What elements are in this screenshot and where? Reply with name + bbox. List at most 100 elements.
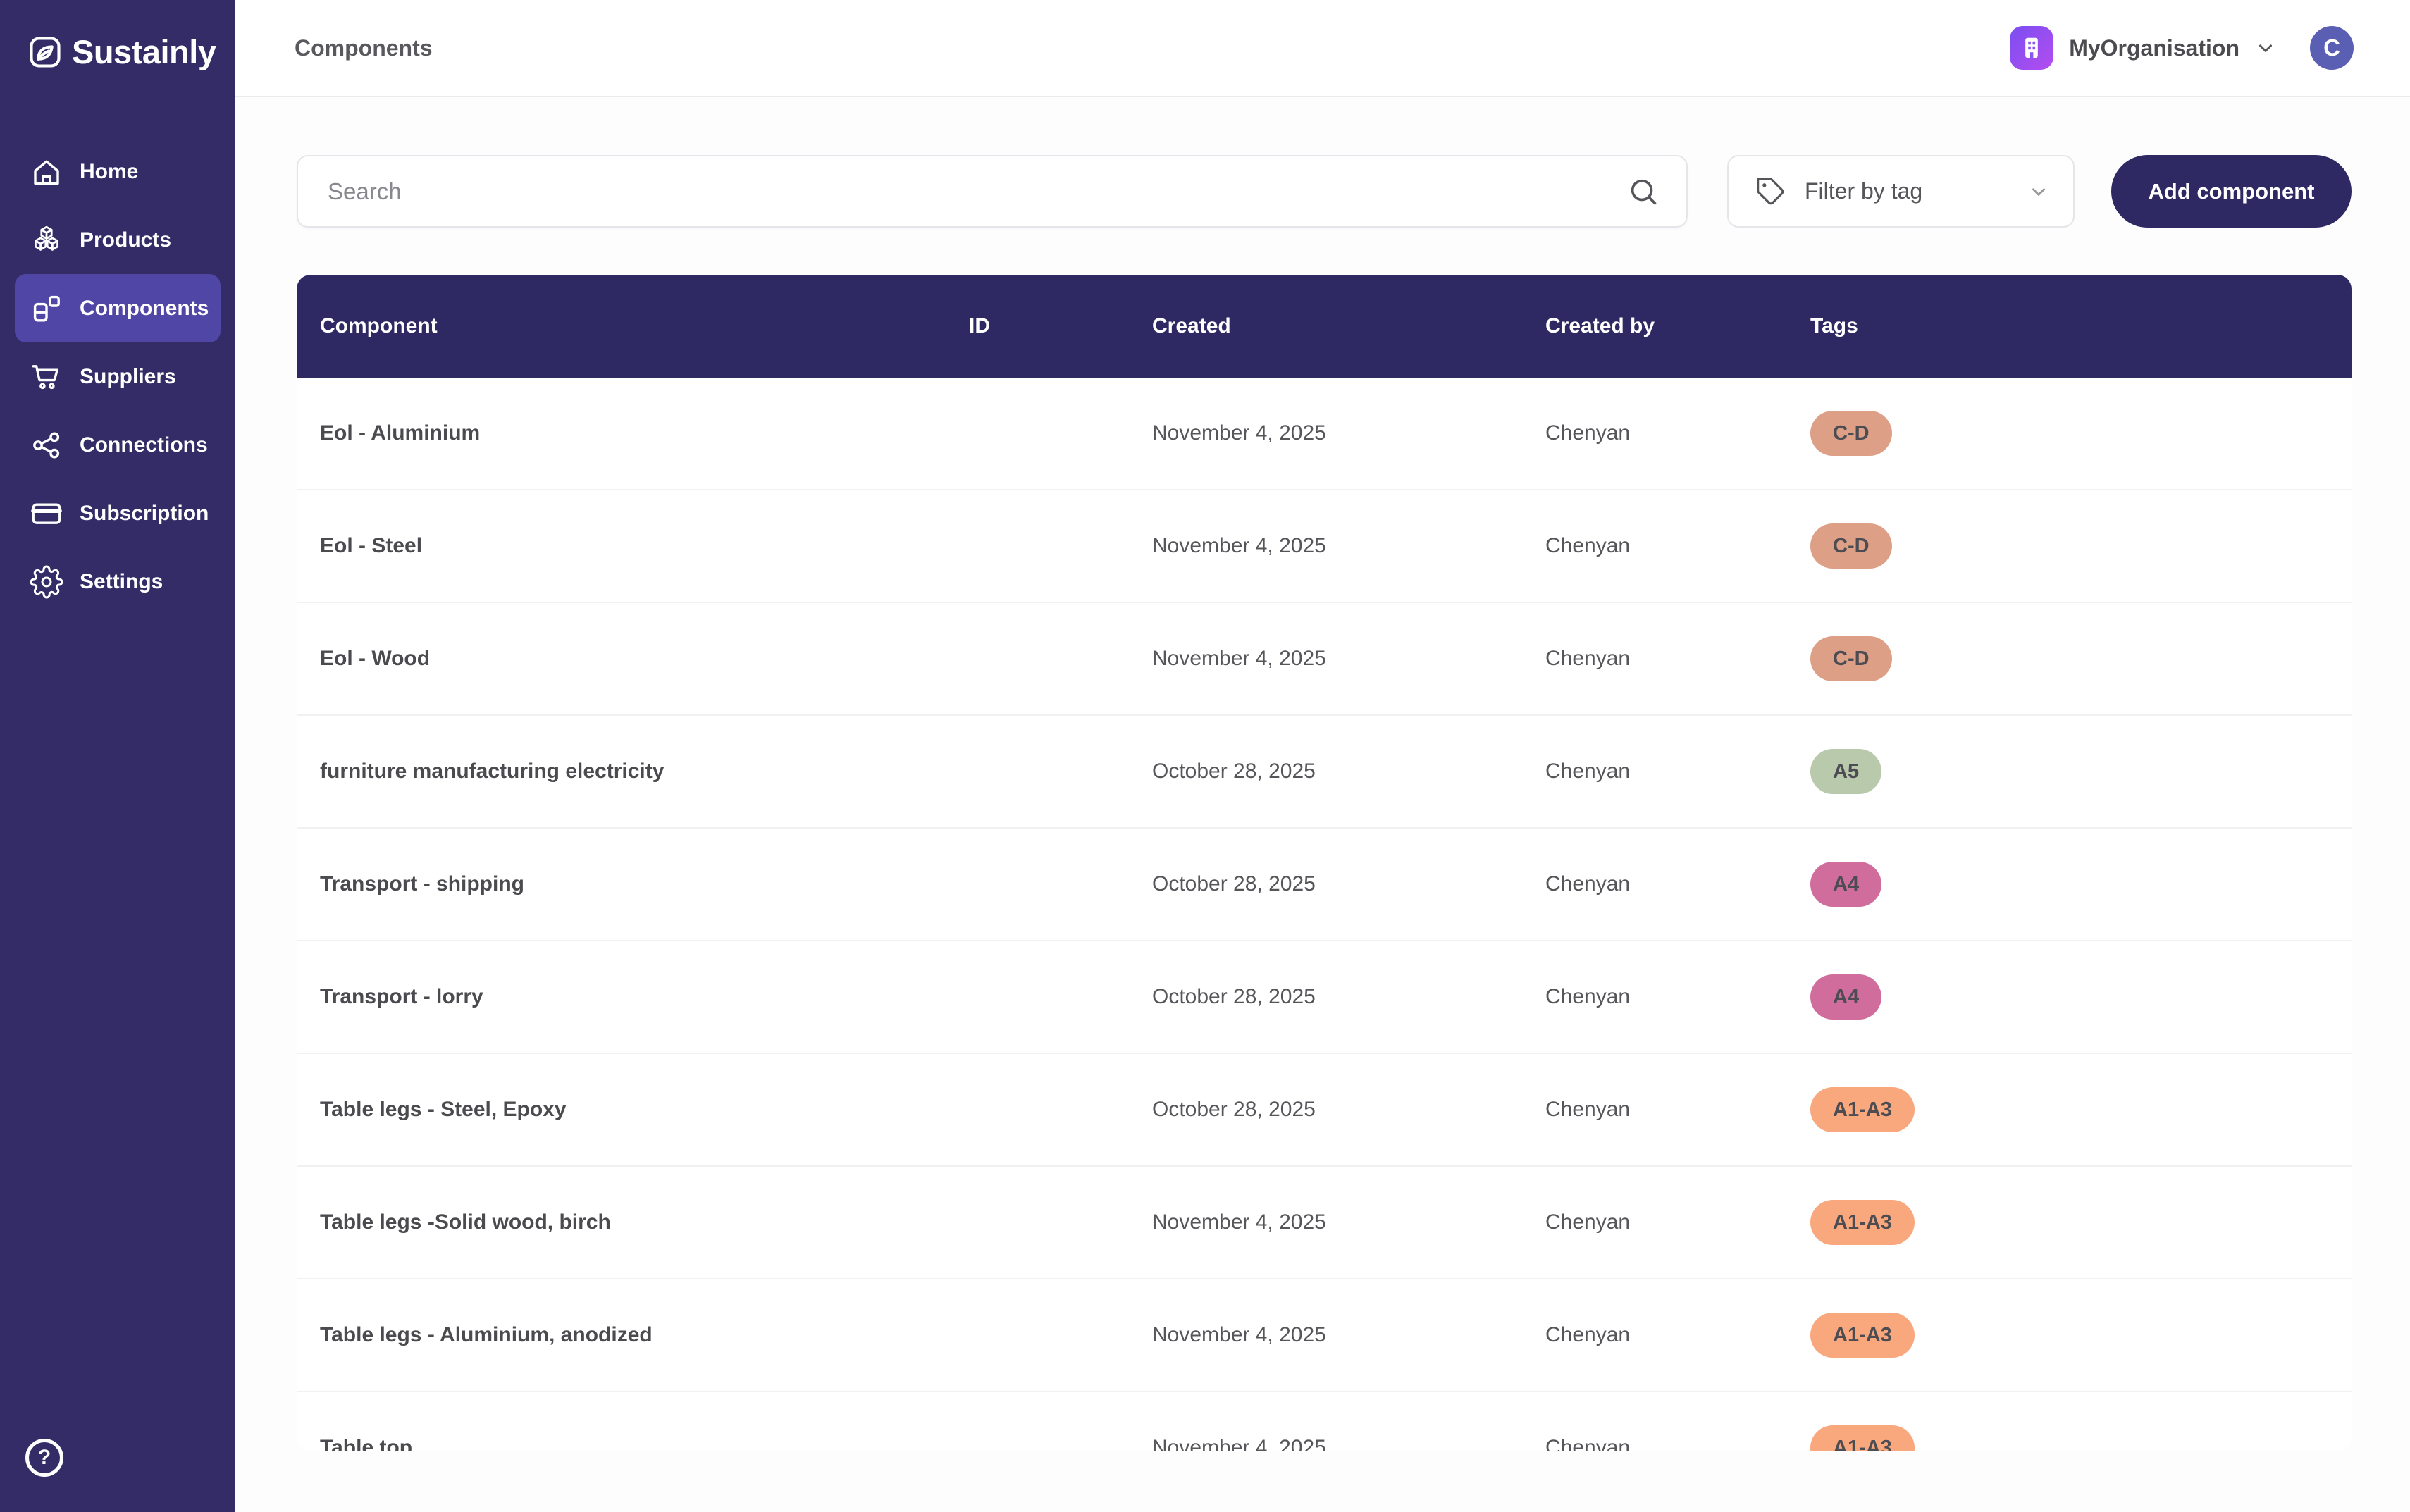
cell-created: November 4, 2025 xyxy=(1152,534,1326,557)
cell-component: Eol - Aluminium xyxy=(320,421,481,445)
sidebar: Sustainly Home Products xyxy=(0,0,235,1512)
cell-created: October 28, 2025 xyxy=(1152,872,1316,896)
content-area: Filter by tag Add component Component ID… xyxy=(235,97,2410,1451)
column-header-created-by: Created by xyxy=(1545,314,1655,337)
cell-tags: A4 xyxy=(1810,974,2352,1020)
column-header-created: Created xyxy=(1152,314,1231,337)
table-row[interactable]: Transport - shipping October 28, 2025 Ch… xyxy=(297,829,2352,941)
chevron-down-icon xyxy=(2259,44,2272,52)
help-button[interactable]: ? xyxy=(25,1439,63,1477)
cell-component: Table legs - Steel, Epoxy xyxy=(320,1098,567,1121)
cell-created: November 4, 2025 xyxy=(1152,1436,1326,1451)
sidebar-item-settings[interactable]: Settings xyxy=(15,547,221,616)
cell-created-by: Chenyan xyxy=(1545,872,1631,896)
tag-badge: A1-A3 xyxy=(1810,1087,1915,1132)
cell-created-by: Chenyan xyxy=(1545,1436,1631,1451)
tag-badge: A4 xyxy=(1810,974,1882,1020)
table-row[interactable]: Table legs - Steel, Epoxy October 28, 20… xyxy=(297,1054,2352,1167)
cell-created-by: Chenyan xyxy=(1545,1210,1631,1234)
table-row[interactable]: furniture manufacturing electricity Octo… xyxy=(297,716,2352,829)
sidebar-item-components[interactable]: Components xyxy=(15,274,221,342)
cell-created-by: Chenyan xyxy=(1545,647,1631,670)
tag-badge: A1-A3 xyxy=(1810,1425,1915,1451)
question-mark-icon: ? xyxy=(37,1446,51,1469)
cell-component: Table top xyxy=(320,1436,413,1451)
search-icon[interactable] xyxy=(1627,175,1660,208)
tag-badge: A1-A3 xyxy=(1810,1313,1915,1358)
cell-component: furniture manufacturing electricity xyxy=(320,760,665,783)
sidebar-item-label: Suppliers xyxy=(80,364,176,388)
cell-tags: A5 xyxy=(1810,749,2352,794)
share-icon xyxy=(33,431,60,458)
cell-component: Table legs -Solid wood, birch xyxy=(320,1210,611,1234)
building-icon xyxy=(2025,37,2038,58)
cell-tags: C-D xyxy=(1810,636,2352,681)
cell-created: November 4, 2025 xyxy=(1152,421,1326,445)
avatar[interactable]: C xyxy=(2310,26,2354,70)
chevron-down-icon xyxy=(2032,187,2045,196)
main-area: Components MyOrganisation xyxy=(235,0,2410,1512)
cell-component: Eol - Wood xyxy=(320,647,431,670)
credit-card-icon xyxy=(31,502,62,524)
table-row[interactable]: Eol - Aluminium November 4, 2025 Chenyan… xyxy=(297,378,2352,490)
tag-badge: C-D xyxy=(1810,523,1892,569)
cell-created-by: Chenyan xyxy=(1545,1098,1631,1121)
cell-tags: C-D xyxy=(1810,411,2352,456)
cell-component: Transport - shipping xyxy=(320,872,524,896)
top-header: Components MyOrganisation xyxy=(235,0,2410,97)
sidebar-item-products[interactable]: Products xyxy=(15,206,221,274)
cell-tags: A1-A3 xyxy=(1810,1313,2352,1358)
cell-created-by: Chenyan xyxy=(1545,421,1631,445)
cell-created: October 28, 2025 xyxy=(1152,1098,1316,1121)
tag-badge: C-D xyxy=(1810,636,1892,681)
column-header-component: Component xyxy=(320,314,438,337)
table-row[interactable]: Eol - Steel November 4, 2025 Chenyan C-D xyxy=(297,490,2352,603)
sidebar-item-label: Connections xyxy=(80,433,208,457)
table-body: Eol - Aluminium November 4, 2025 Chenyan… xyxy=(297,378,2352,1451)
cell-created-by: Chenyan xyxy=(1545,534,1631,557)
sidebar-item-label: Subscription xyxy=(80,501,209,525)
cell-tags: A1-A3 xyxy=(1810,1200,2352,1245)
tag-badge: A5 xyxy=(1810,749,1882,794)
table-row[interactable]: Table legs -Solid wood, birch November 4… xyxy=(297,1167,2352,1279)
organisation-icon xyxy=(2010,26,2054,70)
cell-tags: C-D xyxy=(1810,523,2352,569)
cart-icon xyxy=(32,364,58,389)
search-input[interactable] xyxy=(328,178,1627,205)
toolbar: Filter by tag Add component xyxy=(297,155,2352,228)
filter-label: Filter by tag xyxy=(1805,178,1923,204)
sidebar-item-label: Components xyxy=(80,296,209,320)
cell-created: November 4, 2025 xyxy=(1152,1323,1326,1346)
table-row[interactable]: Eol - Wood November 4, 2025 Chenyan C-D xyxy=(297,603,2352,716)
cell-created: November 4, 2025 xyxy=(1152,1210,1326,1234)
sidebar-item-connections[interactable]: Connections xyxy=(15,411,221,479)
sidebar-item-home[interactable]: Home xyxy=(15,137,221,206)
cell-created: November 4, 2025 xyxy=(1152,647,1326,670)
column-header-id: ID xyxy=(969,314,990,337)
sustainly-logo-icon xyxy=(30,36,61,68)
cell-tags: A4 xyxy=(1810,862,2352,907)
table-row[interactable]: Table legs - Aluminium, anodized Novembe… xyxy=(297,1279,2352,1392)
filter-by-tag-dropdown[interactable]: Filter by tag xyxy=(1727,155,2075,228)
cell-component: Eol - Steel xyxy=(320,534,423,557)
sidebar-item-label: Settings xyxy=(80,569,163,593)
avatar-initial: C xyxy=(2323,35,2340,61)
header-right: MyOrganisation C xyxy=(2010,26,2354,70)
cell-created-by: Chenyan xyxy=(1545,760,1631,783)
cell-created-by: Chenyan xyxy=(1545,985,1631,1008)
tag-badge: A4 xyxy=(1810,862,1882,907)
table-row[interactable]: Transport - lorry October 28, 2025 Cheny… xyxy=(297,941,2352,1054)
sidebar-item-subscription[interactable]: Subscription xyxy=(15,479,221,547)
table-header-row: Component ID Created Created by Tags xyxy=(297,275,2352,378)
components-table: Component ID Created Created by Tags Eol… xyxy=(297,275,2352,1451)
cell-created: October 28, 2025 xyxy=(1152,985,1316,1008)
organisation-switcher[interactable]: MyOrganisation xyxy=(2010,26,2276,70)
components-icon xyxy=(33,295,60,322)
table-row[interactable]: Table top November 4, 2025 Chenyan A1-A3 xyxy=(297,1392,2352,1451)
sidebar-item-suppliers[interactable]: Suppliers xyxy=(15,342,221,411)
page-title: Components xyxy=(295,35,433,61)
app-logo[interactable]: Sustainly xyxy=(0,0,235,71)
add-component-button[interactable]: Add component xyxy=(2111,155,2352,228)
tag-badge: C-D xyxy=(1810,411,1892,456)
